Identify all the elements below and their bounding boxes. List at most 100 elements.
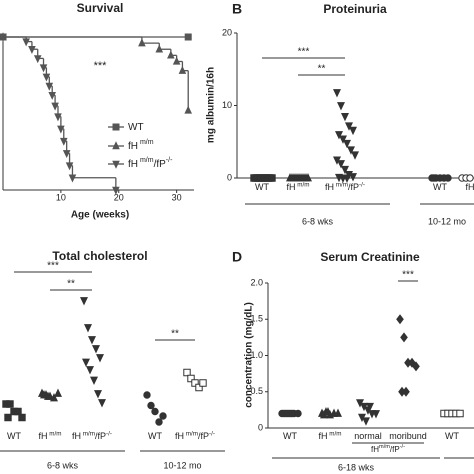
significance-label: ***	[298, 47, 310, 58]
label-part: fH	[39, 431, 48, 441]
x-tick-label: WT	[445, 431, 459, 441]
x-tick-label: 30	[172, 192, 182, 202]
marker	[88, 336, 96, 345]
marker	[4, 413, 12, 422]
marker	[50, 392, 58, 402]
marker	[324, 407, 332, 416]
significance-label: **	[318, 64, 326, 75]
x-tick-label: WT	[255, 182, 269, 192]
group-label: 10-12 mo	[163, 460, 201, 470]
y-tick-label: 0	[227, 172, 232, 182]
legend-label: WT	[128, 122, 144, 133]
marker	[343, 174, 351, 184]
label-part: fH	[287, 182, 296, 192]
label-part: m/m	[379, 444, 390, 450]
label-part: /fP	[154, 159, 167, 170]
marker	[0, 33, 7, 42]
marker	[59, 137, 68, 146]
x-tick-label: WT	[283, 431, 297, 441]
marker	[351, 151, 359, 160]
marker	[341, 112, 349, 122]
significance-label: **	[67, 279, 75, 290]
marker	[28, 46, 36, 55]
legend-label: fH m/m	[128, 139, 154, 152]
label-part: normal	[354, 431, 382, 441]
marker	[57, 125, 65, 134]
marker	[143, 391, 151, 399]
marker	[84, 324, 92, 333]
y-tick-label: 0.5	[250, 386, 263, 396]
marker	[444, 174, 452, 182]
marker	[51, 102, 59, 111]
chart-title: Serum Creatinine	[320, 250, 420, 264]
label-part: WT	[128, 122, 144, 133]
label-part: -/-	[106, 430, 112, 437]
label-part: m/m	[296, 181, 310, 188]
marker	[337, 102, 345, 111]
y-axis-label: mg albumin/16h	[206, 67, 217, 143]
label-part: -/-	[166, 157, 173, 164]
group-label: 10-12 mo	[428, 216, 466, 226]
label-part: m/m	[138, 139, 154, 146]
marker	[396, 314, 404, 325]
marker	[268, 174, 276, 182]
x-tick-label: fH m/m/fP-/-	[325, 181, 365, 192]
marker	[345, 122, 353, 131]
marker	[400, 332, 408, 343]
marker	[45, 82, 54, 91]
y-tick-label: 0	[258, 422, 263, 432]
marker	[366, 402, 374, 412]
label-part: WT	[283, 431, 297, 441]
marker	[90, 376, 98, 386]
label-part: fH	[325, 182, 334, 192]
marker	[362, 417, 370, 426]
label-part: /fP	[198, 431, 209, 441]
marker	[80, 297, 88, 306]
marker	[138, 38, 146, 47]
significance-label: ***	[402, 270, 414, 281]
label-part: fH	[175, 431, 184, 441]
x-tick-label: fH m/m	[39, 430, 62, 441]
marker	[54, 113, 62, 122]
group-label: 6-18 wks	[338, 462, 375, 472]
label-part: -/-	[359, 181, 365, 188]
label-part: fH	[319, 431, 328, 441]
marker	[335, 131, 343, 140]
marker	[94, 390, 102, 399]
y-tick-label: 1.0	[250, 350, 263, 360]
x-tick-label: 10	[56, 192, 66, 202]
marker	[42, 73, 51, 82]
x-tick-label: fH	[466, 182, 474, 192]
marker	[155, 44, 164, 53]
panel-label: B	[232, 1, 242, 17]
subgroup-label: fHm/m/fP-/-	[371, 444, 405, 454]
marker	[44, 391, 52, 400]
label-part: fH	[371, 445, 379, 454]
label-part: fH	[128, 159, 138, 170]
marker	[48, 91, 56, 100]
marker	[155, 418, 163, 426]
label-part: WT	[148, 431, 162, 441]
marker	[33, 55, 42, 64]
marker	[184, 105, 193, 114]
marker	[199, 379, 207, 387]
legend-marker	[112, 160, 120, 169]
significance-label: ***	[47, 261, 59, 272]
label-part: m/m	[48, 430, 62, 437]
x-tick-label: WT	[7, 431, 21, 441]
y-tick-label: 2.0	[250, 277, 263, 287]
label-part: m/m	[138, 157, 154, 164]
marker	[341, 165, 349, 175]
marker	[18, 413, 26, 422]
chart-title: Total cholesterol	[52, 249, 147, 263]
significance-label: **	[171, 329, 179, 340]
label-part: m/m	[334, 181, 348, 188]
x-tick-label: fH m/m/fP-/-	[175, 430, 215, 441]
marker	[412, 361, 420, 372]
annotation: ***	[94, 60, 108, 72]
legend-label: fH m/m/fP-/-	[128, 157, 173, 170]
label-part: -/-	[209, 430, 215, 437]
marker	[402, 386, 410, 397]
marker	[40, 389, 48, 399]
